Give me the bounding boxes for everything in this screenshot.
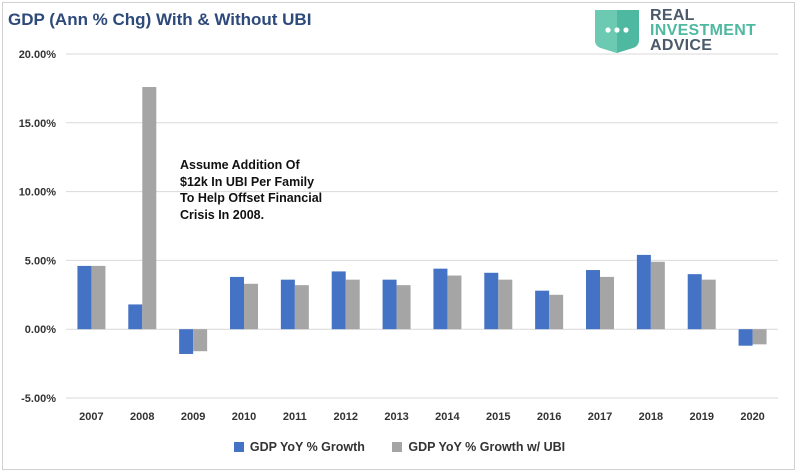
- x-tick-label: 2011: [283, 411, 307, 423]
- chart-frame: [2, 2, 795, 470]
- legend-label-gdp-ubi: GDP YoY % Growth w/ UBI: [408, 440, 566, 454]
- y-axis-ticks: -5.00% 0.00% 5.00% 10.00% 15.00% 20.00%: [19, 49, 57, 405]
- x-tick-label: 2009: [181, 411, 205, 423]
- x-tick-label: 2020: [740, 411, 764, 423]
- annotation-line-3: To Help Offset Financial: [180, 191, 323, 205]
- bar-gdp-ubi-2012: [345, 279, 360, 330]
- annotation-line-1: Assume Addition Of: [180, 158, 300, 172]
- bar-gdp-ubi-2020: [752, 329, 767, 345]
- bar-gdp-2010: [230, 276, 244, 330]
- x-tick-label: 2017: [588, 411, 612, 423]
- legend-item-gdp: GDP YoY % Growth: [233, 440, 365, 454]
- bar-gdp-ubi-2013: [396, 285, 411, 330]
- logo-line-2: INVESTMENT: [650, 22, 757, 39]
- x-tick-label: 2013: [384, 411, 408, 423]
- chart-annotation: Assume Addition Of $12k In UBI Per Famil…: [180, 157, 350, 223]
- bar-gdp-ubi-2009: [193, 329, 208, 352]
- legend-swatch-gdp-ubi: [392, 442, 403, 452]
- x-tick-label: 2010: [232, 411, 256, 423]
- bar-gdp-ubi-2011: [294, 285, 309, 330]
- bar-gdp-2009: [179, 329, 194, 354]
- bar-gdp-2011: [280, 279, 295, 330]
- bar-gdp-ubi-2016: [549, 294, 564, 330]
- gridlines: [66, 53, 778, 399]
- bar-gdp-2016: [535, 290, 550, 330]
- x-tick-label: 2019: [689, 411, 713, 423]
- bar-gdp-2017: [586, 270, 600, 330]
- bar-gdp-2020: [738, 329, 753, 346]
- chart-title: GDP (Ann % Chg) With & Without UBI: [8, 10, 312, 29]
- bar-gdp-2018: [636, 254, 651, 330]
- bar-gdp-2012: [331, 271, 346, 330]
- x-axis-ticks: 2007 2008 2009 2010 2011 2012 2013 2014 2015 2016…: [79, 411, 765, 423]
- bar-gdp-2019: [687, 274, 702, 330]
- y-tick-label: 5.00%: [25, 255, 56, 267]
- annotation-line-4: Crisis In 2008.: [180, 207, 265, 222]
- x-tick-label: 2012: [333, 411, 357, 423]
- logo-line-3: ADVICE: [650, 37, 713, 54]
- x-tick-label: 2008: [130, 411, 154, 423]
- chart-legend: GDP YoY % Growth GDP YoY % Growth w/ UBI: [0, 440, 799, 455]
- chat-bubble-icon: [595, 10, 639, 53]
- logo-line-1: REAL: [650, 7, 695, 24]
- bar-gdp-ubi-2007: [91, 265, 106, 330]
- bar-gdp-2008: [128, 304, 143, 330]
- brand-logo: REAL INVESTMENT ADVICE: [592, 6, 792, 56]
- bar-gdp-2007: [77, 265, 92, 330]
- bar-gdp-ubi-2017: [600, 276, 614, 330]
- legend-label-gdp: GDP YoY % Growth: [249, 440, 365, 454]
- y-tick-label: -5.00%: [21, 393, 56, 405]
- bar-gdp-2014: [433, 268, 448, 330]
- bar-gdp-ubi-2014: [447, 275, 462, 330]
- y-tick-label: 20.00%: [19, 49, 57, 61]
- bar-gdp-ubi-2015: [498, 279, 513, 330]
- x-tick-label: 2014: [435, 411, 460, 423]
- x-tick-label: 2015: [486, 411, 510, 423]
- bar-gdp-ubi-2018: [650, 261, 665, 330]
- legend-swatch-gdp: [233, 442, 244, 452]
- bar-gdp-ubi-2008: [142, 87, 157, 330]
- annotation-line-2: $12k In UBI Per Family: [180, 174, 315, 189]
- legend-item-gdp-ubi: GDP YoY % Growth w/ UBI: [392, 440, 565, 454]
- y-tick-label: 10.00%: [19, 187, 57, 199]
- x-tick-label: 2016: [537, 411, 561, 423]
- bar-gdp-2015: [484, 272, 499, 330]
- y-tick-label: 15.00%: [19, 118, 57, 130]
- y-tick-label: 0.00%: [25, 324, 56, 336]
- bar-gdp-ubi-2019: [701, 279, 716, 330]
- bars: [77, 87, 767, 354]
- bar-gdp-2013: [382, 279, 397, 330]
- x-tick-label: 2007: [79, 411, 103, 423]
- bar-gdp-ubi-2010: [244, 283, 258, 330]
- logo-text: REAL INVESTMENT ADVICE: [650, 7, 757, 54]
- x-tick-label: 2018: [639, 411, 663, 423]
